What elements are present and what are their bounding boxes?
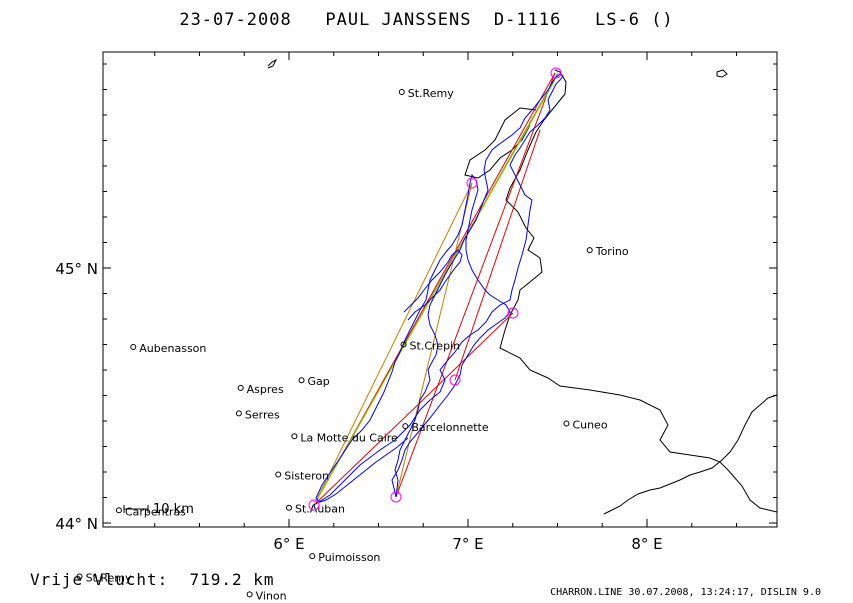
map-frame bbox=[102, 51, 778, 528]
place-label: Torino bbox=[595, 245, 629, 258]
lon-tick-label: 6° E bbox=[273, 535, 304, 553]
flight-track bbox=[313, 73, 564, 506]
place-markers: St.Remy Torino Aubenasson St.Crepin Aspres Se… bbox=[76, 87, 629, 602]
task-legs bbox=[313, 72, 559, 506]
turnpoint-2 bbox=[466, 177, 478, 189]
coastline bbox=[603, 394, 778, 515]
turnpoint-5 bbox=[449, 374, 461, 386]
place-label: Aspres bbox=[247, 383, 284, 396]
place-label: St.Auban bbox=[295, 503, 345, 516]
scale-bar: 10 km bbox=[123, 502, 194, 517]
place-label: St.Crepin bbox=[410, 340, 461, 353]
lon-tick-label: 8° E bbox=[631, 535, 662, 553]
place-label: Gap bbox=[308, 375, 330, 388]
place-marker bbox=[235, 410, 242, 417]
turnpoint-1 bbox=[507, 307, 519, 319]
place-marker bbox=[298, 377, 305, 384]
place-label: Serres bbox=[245, 408, 280, 421]
axis-ticks: 6° E 7° E 8° E 45° N 44° N bbox=[55, 52, 777, 553]
scale-bar-label: 10 km bbox=[153, 502, 194, 517]
place-label: Aubenasson bbox=[139, 342, 206, 355]
place-label: Vinon bbox=[256, 589, 287, 602]
country-border bbox=[499, 69, 778, 513]
place-marker bbox=[76, 573, 83, 580]
flight-track-2 bbox=[403, 249, 463, 321]
place-label: Barcelonnette bbox=[411, 421, 489, 434]
place-marker bbox=[246, 591, 253, 598]
place-marker bbox=[586, 247, 593, 254]
place-label: Puimoisson bbox=[318, 551, 380, 564]
turnpoint-3 bbox=[550, 67, 562, 79]
place-label: Sisteron bbox=[284, 470, 329, 483]
lon-tick-label: 7° E bbox=[452, 535, 483, 553]
turnpoint-4 bbox=[390, 491, 402, 503]
lat-tick-label: 45° N bbox=[55, 260, 98, 278]
place-marker bbox=[115, 507, 122, 514]
place-marker bbox=[400, 341, 407, 348]
chart-title: 23-07-2008 PAUL JANSSENS D-1116 LS-6 () bbox=[179, 10, 674, 30]
place-marker bbox=[286, 504, 292, 511]
leg-red-4 bbox=[454, 129, 541, 381]
lat-tick-label: 44° N bbox=[55, 515, 98, 533]
lake-small bbox=[267, 58, 278, 69]
place-label: La Motte du Caire bbox=[300, 431, 398, 444]
place-marker bbox=[275, 471, 282, 478]
leg-orange-1 bbox=[313, 182, 473, 506]
place-marker bbox=[563, 420, 570, 427]
place-marker bbox=[130, 344, 137, 351]
place-marker bbox=[237, 384, 244, 391]
place-marker bbox=[291, 433, 298, 440]
place-label: Cuneo bbox=[572, 419, 607, 432]
distance-readout: Vrije Vlucht: 719.2 km bbox=[30, 570, 275, 589]
turnpoint-0 bbox=[308, 499, 320, 511]
leg-red-3 bbox=[313, 312, 514, 506]
place-marker bbox=[398, 89, 405, 96]
place-marker bbox=[402, 423, 409, 430]
footer-info: CHARRON.LINE 30.07.2008, 13:24:17, DISLI… bbox=[550, 587, 821, 598]
turnpoint-markers bbox=[308, 67, 562, 511]
leg-green-1 bbox=[313, 79, 556, 506]
place-label: St.Remy bbox=[86, 572, 132, 585]
place-marker bbox=[309, 553, 316, 560]
place-label: St.Remy bbox=[408, 87, 454, 100]
lake bbox=[716, 69, 728, 78]
